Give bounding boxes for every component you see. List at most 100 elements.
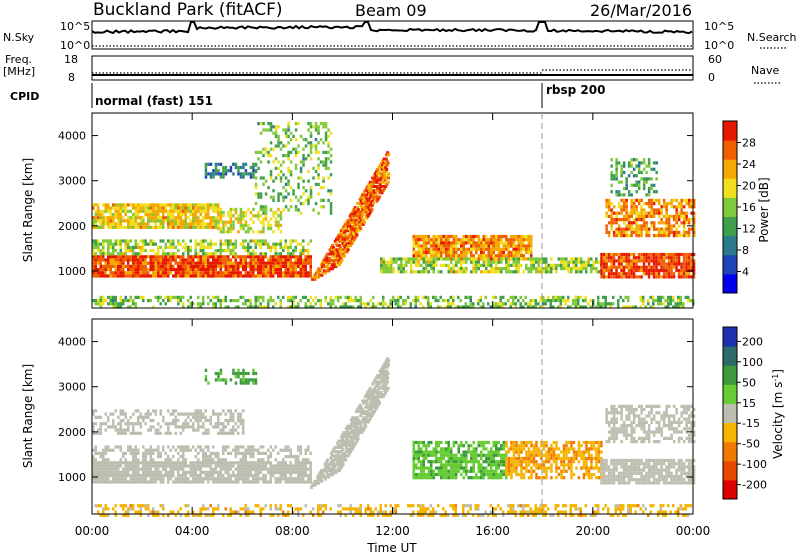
echo-cell-power-band-9 (605, 205, 608, 209)
echo-cell-power-slanted (361, 208, 365, 212)
echo-cell-power-band-7 (397, 257, 400, 261)
echo-cell-power-band-2 (197, 219, 200, 223)
echo-cell-power-slanted (336, 235, 340, 239)
echo-cell-power-band-2 (149, 206, 152, 210)
echo-cell-power-band-0 (124, 274, 127, 278)
echo-cell-power-band-11 (109, 299, 112, 303)
echo-cell-power-band-11 (197, 302, 200, 306)
echo-cell-vel-band-2 (99, 428, 102, 432)
echo-cell-power-band-11 (494, 305, 497, 309)
echo-cell-power-band-0 (179, 261, 182, 265)
echo-cell-power-band-3 (234, 211, 238, 215)
echo-cell-power-band-7 (447, 257, 450, 261)
echo-cell-vel-band-1 (257, 458, 260, 462)
echo-cell-power-band-2 (117, 212, 120, 217)
echo-cell-vel-band-0 (279, 474, 282, 478)
echo-cell-vel-band-0 (172, 461, 175, 465)
echo-cell-vel-band-1 (147, 448, 150, 452)
echo-cell-vel-band-1 (209, 451, 212, 455)
echo-cell-vel-band-0 (302, 467, 305, 471)
echo-cell-power-band-8 (612, 262, 616, 266)
echo-cell-power-band-6 (470, 247, 473, 251)
echo-cell-vel-band-2 (137, 415, 140, 419)
echo-cell-power-band-2 (117, 203, 120, 207)
echo-cell-power-band-1 (129, 239, 132, 243)
echo-cell-power-band-0 (219, 258, 222, 262)
echo-cell-power-band-9 (607, 208, 611, 212)
echo-cell-power-band-2 (92, 222, 95, 226)
echo-cell-power-slanted (348, 241, 352, 245)
echo-cell-power-band-0 (219, 261, 222, 265)
echo-cell-vel-band-0 (199, 474, 202, 478)
echo-cell-vel-band-2 (132, 428, 135, 432)
echo-cell-power-slanted (344, 220, 348, 224)
echo-cell-power-band-1 (224, 249, 227, 253)
echo-cell-power-band-5 (254, 182, 258, 186)
echo-cell-vel-band-1 (92, 455, 95, 459)
echo-cell-vel-band-0 (127, 467, 130, 471)
echo-cell-power-band-2 (112, 216, 115, 220)
echo-cell-power-band-10 (632, 158, 636, 162)
echo-cell-power-band-11 (267, 305, 270, 309)
echo-cell-power-band-0 (154, 264, 157, 268)
echo-cell-vel-band-0 (182, 467, 185, 471)
echo-cell-power-band-0 (159, 264, 162, 268)
echo-cell-power-band-1 (194, 252, 197, 256)
echo-cell-vel-band-0 (244, 480, 247, 484)
echo-cell-power-band-11 (549, 302, 552, 306)
echo-cell-power-band-5 (274, 176, 278, 180)
echo-cell-power-band-11 (377, 302, 380, 306)
echo-cell-power-band-11 (272, 305, 275, 309)
echo-cell-power-band-2 (174, 225, 177, 229)
echo-cell-power-band-0 (187, 258, 190, 262)
echo-cell-power-band-7 (525, 263, 528, 267)
echo-cell-power-band-3 (239, 227, 243, 231)
echo-cell-power-band-6 (485, 244, 488, 248)
echo-cell-power-band-3 (244, 220, 248, 224)
echo-cell-power-slanted (359, 218, 363, 222)
echo-cell-vel-band-1 (137, 451, 140, 455)
echo-cell-power-band-11 (289, 305, 292, 309)
echo-cell-power-band-7 (380, 270, 383, 274)
echo-cell-power-band-9 (607, 214, 611, 218)
echo-cell-power-band-6 (495, 257, 498, 261)
echo-cell-vel-band-2 (194, 428, 197, 432)
echo-cell-vel-band-2 (202, 425, 205, 429)
echo-cell-power-band-8 (630, 265, 633, 269)
echo-cell-power-slanted (368, 193, 371, 197)
echo-cell-power-band-6 (517, 234, 520, 239)
echo-cell-power-slanted (345, 235, 349, 239)
echo-cell-power-band-11 (134, 295, 137, 299)
echo-cell-power-band-0 (244, 274, 247, 278)
echo-cell-power-slanted (372, 182, 375, 186)
echo-cell-power-band-8 (637, 252, 641, 257)
echo-cell-vel-band-1 (202, 458, 205, 462)
echo-cell-vel-band-2 (132, 425, 135, 429)
echo-cell-power-band-1 (209, 252, 212, 256)
echo-cell-power-slanted (317, 267, 321, 271)
echo-cell-power-band-0 (134, 274, 137, 278)
echo-cell-power-band-11 (234, 299, 237, 303)
echo-cell-power-band-3 (219, 227, 223, 231)
echo-cell-power-band-7 (490, 267, 493, 271)
echo-cell-vel-band-0 (132, 474, 135, 478)
echo-cell-vel-band-2 (172, 412, 175, 416)
echo-cell-vel-band-0 (294, 480, 297, 484)
echo-cell-vel-band-1 (227, 445, 230, 449)
echo-cell-power-band-0 (307, 258, 310, 262)
echo-cell-power-band-1 (139, 245, 142, 249)
echo-cell-vel-band-1 (182, 445, 185, 449)
echo-cell-power-band-7 (547, 270, 550, 274)
echo-cell-power-band-1 (269, 245, 272, 249)
echo-cell-power-band-5 (302, 160, 305, 164)
echo-cell-power-band-9 (640, 234, 643, 238)
echo-cell-power-band-2 (142, 216, 145, 220)
echo-cell-power-band-0 (232, 268, 235, 272)
echo-cell-power-band-1 (164, 245, 167, 249)
echo-cell-power-band-7 (492, 267, 495, 271)
echo-cell-power-band-6 (522, 254, 525, 258)
echo-cell-power-band-9 (690, 202, 693, 206)
echo-cell-vel-band-0 (274, 470, 277, 474)
echo-cell-power-slanted (343, 250, 347, 254)
echo-cell-power-band-9 (652, 221, 656, 225)
